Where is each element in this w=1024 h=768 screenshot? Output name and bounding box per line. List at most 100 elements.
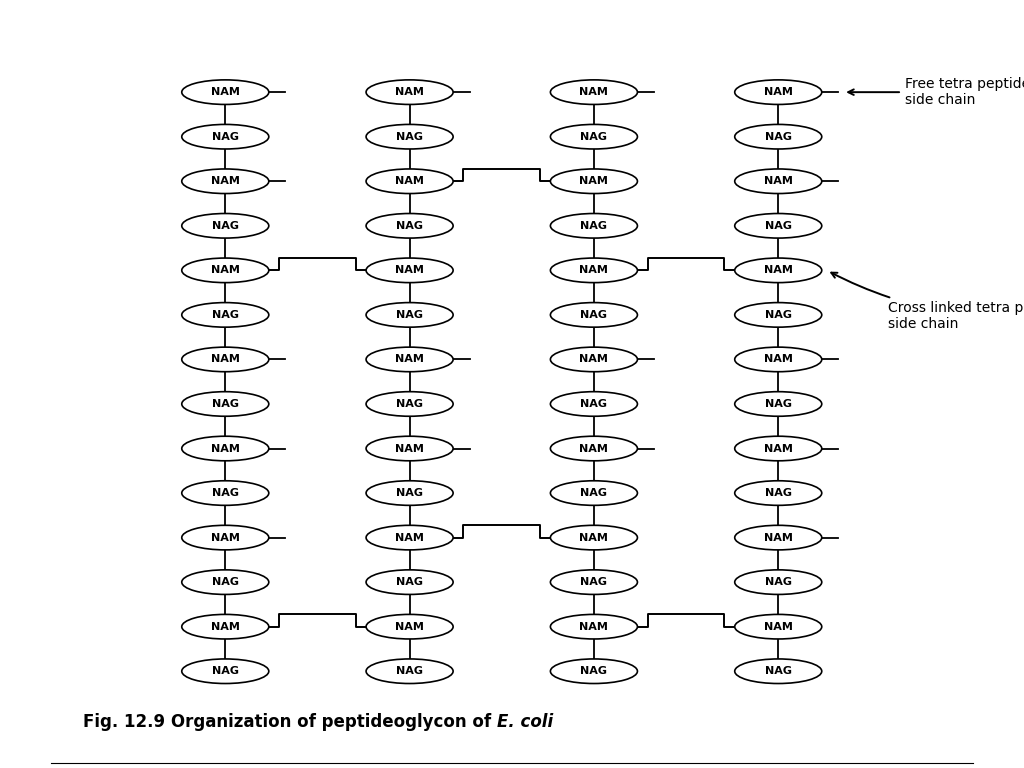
Ellipse shape — [367, 80, 453, 104]
Text: NAM: NAM — [395, 443, 424, 454]
Text: Cross linked tetra peptide
side chain: Cross linked tetra peptide side chain — [831, 273, 1024, 331]
Ellipse shape — [367, 436, 453, 461]
Ellipse shape — [182, 436, 268, 461]
Text: NAG: NAG — [765, 310, 792, 320]
Text: NAM: NAM — [211, 621, 240, 632]
Ellipse shape — [182, 169, 268, 194]
Ellipse shape — [735, 481, 822, 505]
Ellipse shape — [551, 481, 637, 505]
Text: NAG: NAG — [396, 488, 423, 498]
Ellipse shape — [182, 80, 268, 104]
Ellipse shape — [735, 392, 822, 416]
Ellipse shape — [551, 659, 637, 684]
Text: NAM: NAM — [395, 265, 424, 276]
Text: NAM: NAM — [764, 265, 793, 276]
Text: NAM: NAM — [211, 265, 240, 276]
Ellipse shape — [182, 303, 268, 327]
Text: NAG: NAG — [212, 488, 239, 498]
Ellipse shape — [735, 80, 822, 104]
Ellipse shape — [367, 124, 453, 149]
Ellipse shape — [551, 614, 637, 639]
Ellipse shape — [551, 124, 637, 149]
Text: NAG: NAG — [765, 220, 792, 231]
Ellipse shape — [735, 214, 822, 238]
Text: NAG: NAG — [396, 131, 423, 142]
Text: NAM: NAM — [764, 621, 793, 632]
Text: NAM: NAM — [580, 354, 608, 365]
Ellipse shape — [551, 392, 637, 416]
Text: NAG: NAG — [765, 488, 792, 498]
Text: NAG: NAG — [396, 666, 423, 677]
Ellipse shape — [182, 124, 268, 149]
Text: NAG: NAG — [765, 399, 792, 409]
Ellipse shape — [551, 436, 637, 461]
Text: NAG: NAG — [212, 131, 239, 142]
Text: NAG: NAG — [581, 310, 607, 320]
Ellipse shape — [367, 570, 453, 594]
Text: NAM: NAM — [764, 532, 793, 543]
Ellipse shape — [735, 570, 822, 594]
Ellipse shape — [551, 525, 637, 550]
Text: NAG: NAG — [581, 666, 607, 677]
Text: NAM: NAM — [764, 354, 793, 365]
Ellipse shape — [367, 169, 453, 194]
Text: NAM: NAM — [395, 176, 424, 187]
Ellipse shape — [367, 481, 453, 505]
Ellipse shape — [735, 525, 822, 550]
Text: NAM: NAM — [211, 532, 240, 543]
Text: NAG: NAG — [581, 488, 607, 498]
Text: NAG: NAG — [396, 577, 423, 588]
Text: NAG: NAG — [396, 220, 423, 231]
Text: NAG: NAG — [765, 577, 792, 588]
Ellipse shape — [367, 347, 453, 372]
Text: Free tetra peptide
side chain: Free tetra peptide side chain — [848, 77, 1024, 108]
Text: NAM: NAM — [395, 87, 424, 98]
Text: NAM: NAM — [211, 443, 240, 454]
Ellipse shape — [551, 570, 637, 594]
Text: NAM: NAM — [580, 621, 608, 632]
Ellipse shape — [735, 436, 822, 461]
Ellipse shape — [182, 214, 268, 238]
Ellipse shape — [735, 303, 822, 327]
Ellipse shape — [367, 258, 453, 283]
Text: NAM: NAM — [764, 443, 793, 454]
Ellipse shape — [367, 303, 453, 327]
Ellipse shape — [551, 169, 637, 194]
Text: NAG: NAG — [212, 577, 239, 588]
Ellipse shape — [182, 258, 268, 283]
Ellipse shape — [551, 258, 637, 283]
Ellipse shape — [735, 614, 822, 639]
Ellipse shape — [551, 347, 637, 372]
Text: NAG: NAG — [212, 399, 239, 409]
Ellipse shape — [551, 214, 637, 238]
Text: NAM: NAM — [211, 354, 240, 365]
Ellipse shape — [735, 347, 822, 372]
Text: NAM: NAM — [580, 443, 608, 454]
Text: NAM: NAM — [580, 176, 608, 187]
Text: NAM: NAM — [211, 176, 240, 187]
Text: NAM: NAM — [764, 176, 793, 187]
Ellipse shape — [182, 347, 268, 372]
Text: NAG: NAG — [581, 399, 607, 409]
Text: NAG: NAG — [581, 220, 607, 231]
Text: NAG: NAG — [212, 666, 239, 677]
Text: NAG: NAG — [765, 666, 792, 677]
Text: NAM: NAM — [395, 354, 424, 365]
Text: NAG: NAG — [396, 310, 423, 320]
Ellipse shape — [735, 124, 822, 149]
Ellipse shape — [735, 169, 822, 194]
Text: NAG: NAG — [765, 131, 792, 142]
Ellipse shape — [367, 392, 453, 416]
Text: NAM: NAM — [764, 87, 793, 98]
Ellipse shape — [367, 614, 453, 639]
Text: NAG: NAG — [212, 220, 239, 231]
Ellipse shape — [182, 659, 268, 684]
Text: NAG: NAG — [212, 310, 239, 320]
Ellipse shape — [182, 525, 268, 550]
Ellipse shape — [735, 659, 822, 684]
Text: NAM: NAM — [395, 532, 424, 543]
Text: NAM: NAM — [580, 87, 608, 98]
Ellipse shape — [735, 258, 822, 283]
Ellipse shape — [551, 80, 637, 104]
Ellipse shape — [551, 303, 637, 327]
